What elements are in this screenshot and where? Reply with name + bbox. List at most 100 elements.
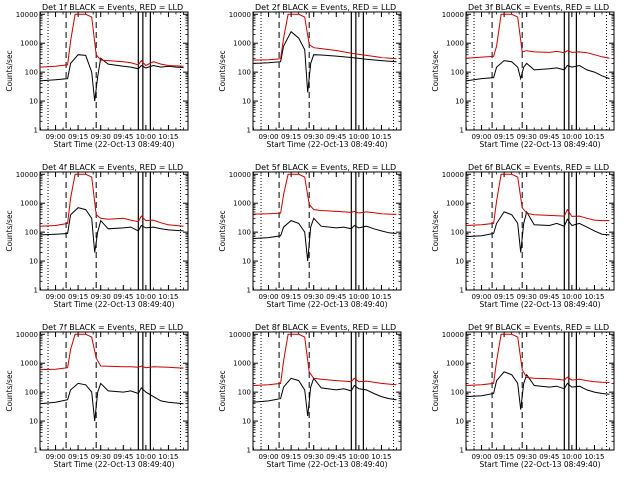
x-tick-label: 09:15 [494,293,514,301]
y-axis-label: Counts/sec [218,50,227,91]
y-tick-label: 1000 [20,360,38,368]
lld-series-line [466,13,610,59]
y-axis-label: Counts/sec [218,210,227,251]
detector-panel: Det 2f BLACK = Events, RED = LLD 1 10 100 10… [218,3,402,149]
y-tick-label: 1 [247,127,251,135]
events-series-line [466,371,610,410]
y-axis-label: Counts/sec [218,370,227,411]
x-tick-label: 10:00 [136,453,156,461]
y-tick-label: 10000 [229,11,251,19]
x-tick-label: 10:15 [158,453,178,461]
y-tick-label: 100 [451,69,464,77]
y-tick-label: 10 [29,98,38,106]
y-tick-label: 100 [25,389,38,397]
y-tick-label: 10 [455,418,464,426]
y-tick-label: 1 [247,447,251,455]
x-tick-label: 09:15 [68,453,88,461]
events-series-line [40,382,184,422]
lld-series-line [253,173,397,215]
y-tick-label: 10000 [442,11,464,19]
detector-panel: Det 6f BLACK = Events, RED = LLD 1 10 100 10… [431,163,615,309]
y-tick-label: 1 [460,287,464,295]
events-series-line [40,207,184,253]
detector-panel: Det 8f BLACK = Events, RED = LLD 1 10 100 10… [218,323,402,469]
y-axis-label: Counts/sec [431,370,440,411]
x-tick-label: 09:30 [517,453,537,461]
y-axis-label: Counts/sec [431,50,440,91]
x-tick-label: 09:00 [45,453,65,461]
x-tick-label: 09:45 [539,293,559,301]
x-tick-label: 09:00 [258,453,278,461]
x-tick-label: 09:00 [471,453,491,461]
y-tick-label: 100 [238,69,251,77]
y-tick-label: 1000 [20,200,38,208]
y-tick-label: 1 [34,447,38,455]
events-series-line [253,30,397,93]
x-tick-label: 09:30 [517,133,537,141]
x-tick-label: 09:15 [281,293,301,301]
y-tick-label: 100 [25,229,38,237]
y-tick-label: 1000 [233,40,251,48]
x-tick-label: 09:45 [326,293,346,301]
x-axis-label: Start Time (22-Oct-13 08:49:40) [266,140,387,149]
x-tick-label: 10:00 [562,133,582,141]
x-axis-label: Start Time (22-Oct-13 08:49:40) [479,460,600,469]
y-tick-label: 1 [247,287,251,295]
x-tick-label: 10:15 [584,453,604,461]
events-series-line [253,377,397,417]
x-tick-label: 09:00 [471,293,491,301]
x-tick-label: 09:30 [91,133,111,141]
y-axis-label: Counts/sec [431,210,440,251]
chart-title: Det 6f BLACK = Events, RED = LLD [468,163,609,172]
y-tick-label: 1 [460,447,464,455]
x-tick-label: 09:30 [304,453,324,461]
x-tick-label: 10:00 [349,293,369,301]
x-tick-label: 09:45 [326,133,346,141]
y-tick-label: 10000 [16,331,38,339]
x-axis-label: Start Time (22-Oct-13 08:49:40) [266,300,387,309]
y-tick-label: 10000 [442,171,464,179]
events-series-line [466,60,610,82]
y-tick-label: 1 [34,127,38,135]
y-tick-label: 100 [238,389,251,397]
detector-panel: Det 7f BLACK = Events, RED = LLD 1 10 100 10… [5,323,189,469]
detector-panel: Det 4f BLACK = Events, RED = LLD 1 10 100 10… [5,163,189,309]
lld-series-line [40,173,184,227]
plot-frame [465,11,615,131]
lld-series-line [466,173,610,226]
y-tick-label: 1 [34,287,38,295]
y-tick-label: 10 [29,418,38,426]
lld-series-line [253,333,397,386]
y-tick-label: 10000 [229,171,251,179]
x-tick-label: 09:45 [539,453,559,461]
x-tick-label: 10:15 [584,133,604,141]
chart-title: Det 9f BLACK = Events, RED = LLD [468,323,609,332]
detector-panel: Det 5f BLACK = Events, RED = LLD 1 10 100 10… [218,163,402,309]
plot-frame [39,11,189,131]
chart-title: Det 5f BLACK = Events, RED = LLD [255,163,396,172]
chart-title: Det 1f BLACK = Events, RED = LLD [42,3,183,12]
x-tick-label: 09:30 [304,133,324,141]
x-tick-label: 10:15 [584,293,604,301]
x-tick-label: 10:00 [562,293,582,301]
lld-series-line [40,13,184,68]
x-tick-label: 10:15 [371,453,391,461]
lld-series-line [40,333,184,371]
y-tick-label: 100 [25,69,38,77]
lld-series-line [466,333,610,386]
events-series-line [253,217,397,262]
y-tick-label: 100 [238,229,251,237]
y-tick-label: 10 [242,418,251,426]
plot-frame [465,171,615,291]
events-series-line [466,210,610,253]
chart-title: Det 8f BLACK = Events, RED = LLD [255,323,396,332]
x-tick-label: 10:15 [371,293,391,301]
plot-frame [252,11,402,131]
x-tick-label: 09:15 [281,133,301,141]
x-tick-label: 10:00 [349,133,369,141]
x-tick-label: 10:15 [158,133,178,141]
x-tick-label: 09:15 [281,453,301,461]
detector-panel: Det 3f BLACK = Events, RED = LLD 1 10 100 10… [431,3,615,149]
detector-panel: Det 1f BLACK = Events, RED = LLD 1 10 100 10… [5,3,189,149]
x-tick-label: 09:15 [68,293,88,301]
